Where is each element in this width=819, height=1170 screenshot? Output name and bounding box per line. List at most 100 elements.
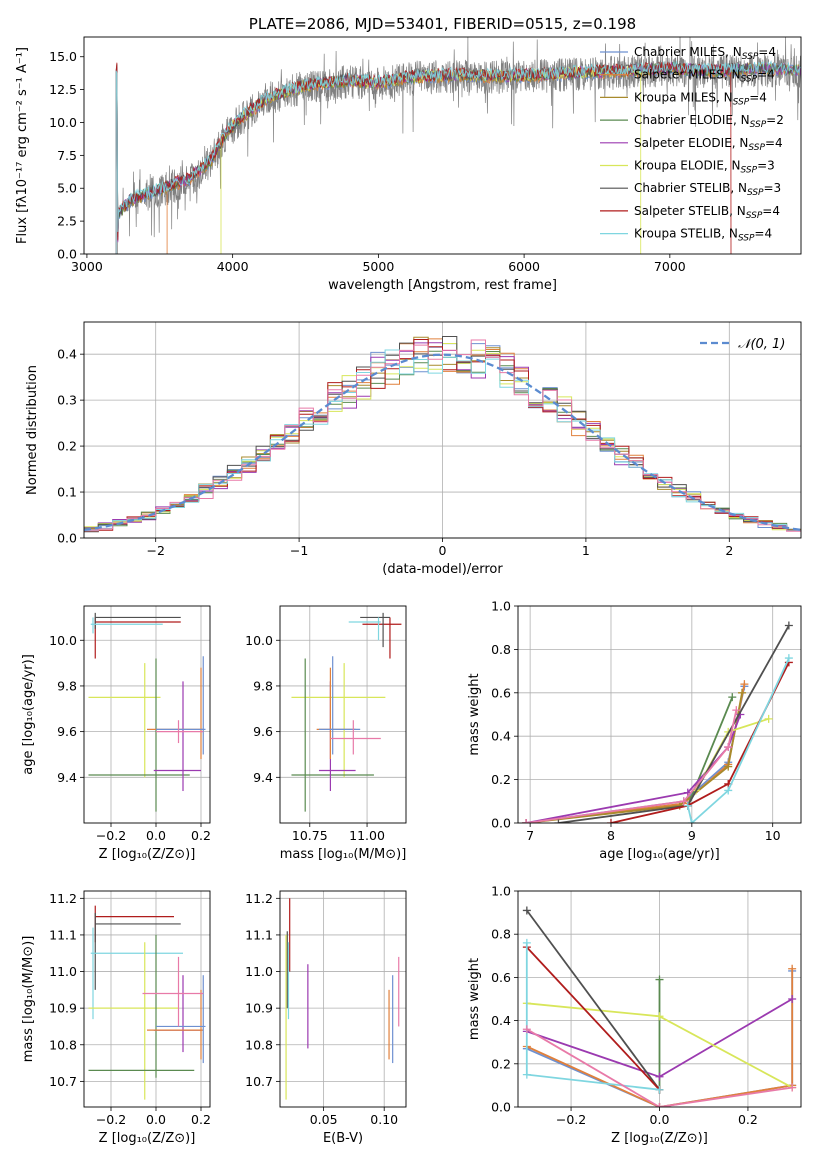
y-tick-label: 11.2 bbox=[49, 891, 77, 906]
x-tick-label: −0.2 bbox=[556, 1112, 586, 1127]
x-tick-label: −2 bbox=[146, 543, 164, 558]
weight-marker bbox=[655, 1103, 664, 1107]
y-tick-label: 9.8 bbox=[57, 678, 77, 693]
y-tick-label: 0.6 bbox=[491, 685, 511, 700]
y-tick-label: 0.0 bbox=[491, 816, 511, 831]
x-axis-label: (data-model)/error bbox=[382, 562, 503, 577]
x-tick-label: −0.2 bbox=[96, 828, 126, 843]
error-bars bbox=[88, 612, 206, 812]
legend-label: Chabrier ELODIE, NSSP=2 bbox=[634, 113, 784, 130]
weight-marker bbox=[788, 964, 797, 973]
y-tick-label: 10.7 bbox=[49, 1074, 77, 1089]
legend-label-sub: SSP bbox=[738, 234, 755, 244]
y-tick-label: 10.9 bbox=[49, 1001, 77, 1016]
histogram-6 bbox=[84, 336, 801, 533]
legend-label: Salpeter ELODIE, NSSP=4 bbox=[634, 136, 783, 153]
x-axis-label: E(B-V) bbox=[323, 1131, 363, 1146]
weight-marker bbox=[737, 688, 746, 697]
y-tick-label: 0.1 bbox=[57, 485, 77, 500]
weight-lines bbox=[522, 906, 797, 1107]
weight-marker bbox=[655, 1012, 664, 1021]
legend-label: Kroupa ELODIE, NSSP=3 bbox=[634, 159, 775, 176]
axes-frame bbox=[517, 605, 802, 824]
x-axis-label: Z [log₁₀(Z/Z⊙)] bbox=[99, 847, 196, 862]
weight-marker bbox=[788, 1083, 797, 1092]
x-tick-label: 1 bbox=[582, 543, 590, 558]
y-axis-label: mass weight bbox=[467, 673, 482, 755]
legend-label: Chabrier MILES, NSSP=4 bbox=[634, 45, 776, 62]
legend-label: Salpeter MILES, NSSP=4 bbox=[634, 68, 775, 85]
model-spectrum-8 bbox=[115, 60, 801, 254]
axes-frame bbox=[83, 605, 211, 824]
x-tick-label: 8 bbox=[607, 828, 615, 843]
x-tick-label: 0.2 bbox=[738, 1112, 758, 1127]
y-tick-label: 10.7 bbox=[245, 1074, 273, 1089]
weight-marker bbox=[687, 819, 696, 823]
legend-label-sub: SSP bbox=[742, 52, 759, 62]
weight-marker bbox=[655, 975, 664, 984]
x-tick-label: 11.00 bbox=[349, 828, 385, 843]
x-tick-label: 0.05 bbox=[310, 1112, 338, 1127]
legend-label-suffix: =4 bbox=[765, 136, 783, 150]
legend-label-text: Chabrier MILES, N bbox=[634, 45, 742, 59]
legend-label: Salpeter STELIB, NSSP=4 bbox=[634, 204, 780, 221]
gaussian-curve bbox=[84, 353, 801, 532]
weight-marker bbox=[724, 786, 733, 795]
weight-series-8 bbox=[686, 657, 790, 823]
legend-label: Kroupa STELIB, NSSP=4 bbox=[634, 227, 772, 244]
model-spectrum-3 bbox=[115, 61, 801, 254]
legend-label-sub: SSP bbox=[748, 143, 765, 153]
x-tick-label: 7000 bbox=[654, 259, 686, 274]
y-tick-label: 0.0 bbox=[491, 1100, 511, 1115]
x-tick-label: 0 bbox=[439, 543, 447, 558]
legend-label-suffix: =3 bbox=[764, 181, 782, 195]
weight-series-1 bbox=[526, 968, 794, 1107]
y-tick-label: 0.4 bbox=[57, 347, 77, 362]
weight-series-6 bbox=[526, 946, 661, 1091]
x-tick-label: 0.0 bbox=[650, 1112, 670, 1127]
legend-label-sub: SSP bbox=[741, 166, 758, 176]
chart-title: PLATE=2086, MJD=53401, FIBERID=0515, z=0… bbox=[249, 15, 636, 33]
axes-frame bbox=[83, 321, 802, 539]
x-tick-label: 0.2 bbox=[191, 1112, 211, 1127]
y-tick-label: 9.8 bbox=[253, 678, 273, 693]
x-tick-label: 6000 bbox=[508, 259, 540, 274]
y-tick-label: 9.4 bbox=[57, 770, 77, 785]
y-tick-label: 11.0 bbox=[49, 964, 77, 979]
legend-label-text: Kroupa STELIB, N bbox=[634, 227, 738, 241]
error-bars bbox=[88, 905, 206, 1100]
x-axis-label: Z [log₁₀(Z/Z⊙)] bbox=[611, 1131, 708, 1146]
y-tick-label: 11.1 bbox=[245, 927, 273, 942]
legend-label-text: Kroupa MILES, N bbox=[634, 90, 733, 104]
y-tick-label: 10.0 bbox=[49, 115, 77, 130]
axes-frame bbox=[83, 890, 211, 1108]
x-tick-label: 0.0 bbox=[146, 828, 166, 843]
y-tick-label: 11.0 bbox=[245, 964, 273, 979]
legend-label-suffix: =4 bbox=[757, 68, 775, 82]
weight-series-9 bbox=[525, 710, 738, 823]
y-tick-label: 10.9 bbox=[245, 1001, 273, 1016]
weight-marker bbox=[740, 680, 749, 689]
y-tick-label: 15.0 bbox=[49, 49, 77, 64]
legend-label-text: Salpeter ELODIE, N bbox=[634, 136, 748, 150]
axes-frame bbox=[83, 36, 802, 255]
y-axis-label: Normed distribution bbox=[25, 365, 40, 495]
y-tick-label: 0.8 bbox=[491, 927, 511, 942]
y-tick-label: 11.2 bbox=[245, 891, 273, 906]
y-tick-label: 0.3 bbox=[57, 393, 77, 408]
y-tick-label: 0.4 bbox=[491, 729, 511, 744]
legend-label-sub: SSP bbox=[750, 120, 767, 130]
x-tick-label: 0.10 bbox=[370, 1112, 398, 1127]
legend-label-suffix: =4 bbox=[758, 45, 776, 59]
y-tick-label: 0.8 bbox=[491, 642, 511, 657]
x-axis-label: Z [log₁₀(Z/Z⊙)] bbox=[99, 1131, 196, 1146]
weight-marker bbox=[522, 1025, 531, 1034]
weight-series-7 bbox=[610, 661, 790, 823]
y-tick-label: 0.2 bbox=[57, 439, 77, 454]
weight-marker bbox=[522, 819, 531, 823]
x-tick-label: 10 bbox=[765, 828, 781, 843]
x-tick-label: 3000 bbox=[71, 259, 103, 274]
histograms bbox=[84, 336, 801, 533]
legend-label-sub: SSP bbox=[747, 188, 764, 198]
x-tick-label: 7 bbox=[526, 828, 534, 843]
